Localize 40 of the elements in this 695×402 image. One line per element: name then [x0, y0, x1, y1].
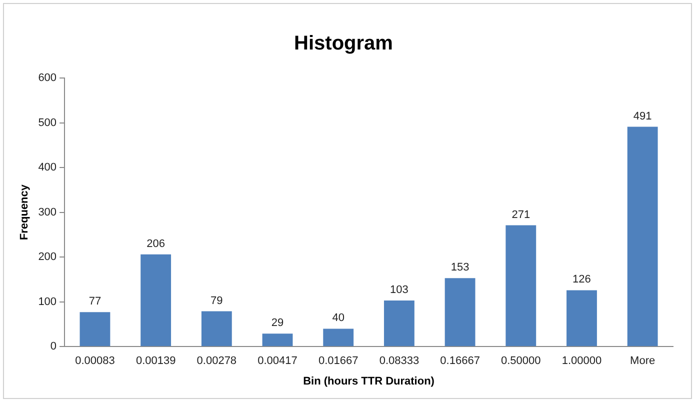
bar — [444, 278, 476, 346]
bar — [323, 328, 354, 346]
data-label: 126 — [572, 274, 591, 286]
bar — [506, 225, 536, 346]
x-tick-label: More — [630, 355, 656, 368]
bar — [201, 311, 232, 346]
y-tick-label: 300 — [38, 206, 57, 218]
y-axis-title: Frequency — [18, 184, 31, 240]
data-label: 271 — [512, 208, 530, 221]
y-tick-label: 600 — [38, 72, 57, 84]
x-tick-label: 0.00417 — [258, 355, 298, 368]
data-label: 79 — [210, 294, 223, 307]
x-tick-label: 0.00083 — [75, 355, 115, 368]
data-label: 153 — [450, 262, 470, 274]
x-tick-label: 0.16667 — [440, 355, 480, 368]
x-tick-label: 0.00278 — [196, 355, 237, 368]
x-tick-label: 0.00139 — [136, 355, 176, 368]
data-label: 77 — [88, 296, 102, 308]
bar — [384, 300, 414, 346]
chart-title: Histogram — [294, 32, 393, 55]
bar — [627, 126, 658, 346]
x-axis-title: Bin (hours TTR Duration) — [303, 375, 435, 388]
y-tick-label: 100 — [38, 296, 57, 308]
bar — [262, 334, 293, 346]
y-tick-label: 500 — [38, 116, 57, 129]
data-label: 491 — [633, 110, 652, 122]
y-tick-label: 0 — [50, 340, 57, 353]
bar — [566, 290, 597, 346]
data-label: 29 — [271, 317, 284, 330]
x-tick-label: 0.50000 — [501, 355, 541, 368]
x-tick-label: 1.00000 — [562, 355, 602, 368]
y-tick-label: 400 — [38, 162, 57, 174]
data-label: 40 — [332, 312, 344, 324]
data-label: 206 — [146, 238, 165, 250]
bar — [140, 254, 172, 346]
bar — [80, 312, 110, 346]
y-tick-label: 200 — [38, 251, 57, 264]
data-label: 103 — [390, 284, 408, 296]
x-tick-label: 0.08333 — [379, 355, 420, 368]
x-tick-label: 0.01667 — [318, 355, 358, 368]
